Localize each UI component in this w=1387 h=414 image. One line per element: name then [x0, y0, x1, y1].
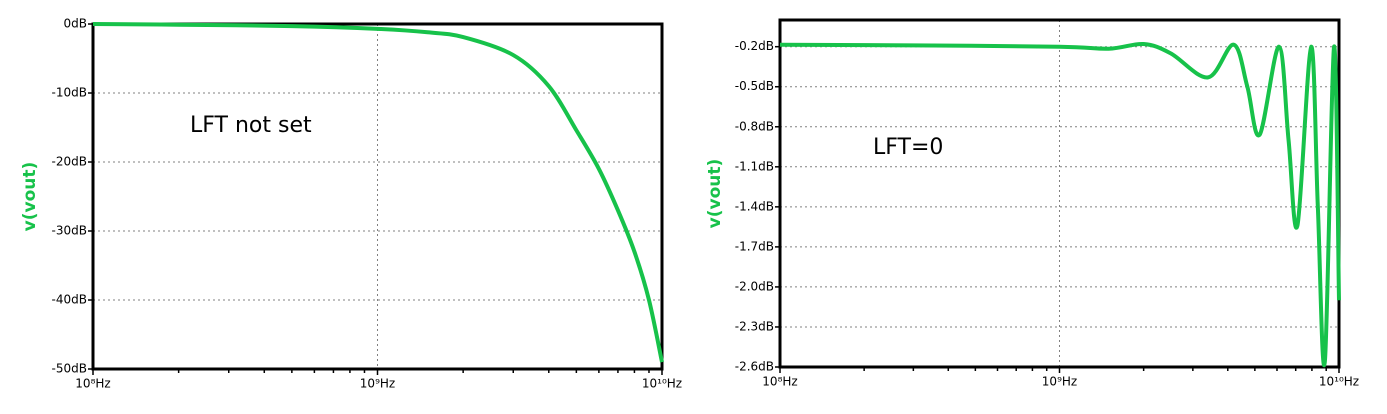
y-tick-label: -2.6dB: [735, 360, 774, 374]
y-axis-label: v(vout): [705, 159, 725, 229]
y-tick-label: -50dB: [52, 362, 87, 376]
y-tick-label: -2.0dB: [735, 279, 774, 293]
y-tick-label: -0.5dB: [735, 79, 774, 93]
annotation: LFT=0: [873, 135, 943, 160]
y-tick-label: -1.1dB: [735, 159, 774, 173]
y-tick-label: -30dB: [52, 224, 87, 238]
y-tick-label: -1.7dB: [735, 239, 774, 253]
y-tick-label: -1.4dB: [735, 199, 774, 213]
y-tick-label: 0dB: [64, 17, 87, 31]
y-tick-label: -40dB: [52, 293, 87, 307]
x-tick-label: 10⁸Hz: [75, 377, 110, 391]
plot-frame: [91, 22, 664, 371]
y-tick-label: -10dB: [52, 86, 87, 100]
y-tick-label: -20dB: [52, 155, 87, 169]
y-tick-label: -2.3dB: [735, 319, 774, 333]
annotation: LFT not set: [190, 113, 312, 138]
x-tick-label: 10¹⁰Hz: [1319, 375, 1359, 389]
x-tick-label: 10¹⁰Hz: [642, 377, 682, 391]
x-tick-label: 10⁹Hz: [360, 377, 395, 391]
y-tick-label: -0.8dB: [735, 119, 774, 133]
data-line: [92, 22, 664, 363]
data-line: [779, 41, 1341, 367]
x-tick-label: 10⁸Hz: [762, 375, 797, 389]
plot-frame: [778, 18, 1341, 369]
y-axis-label: v(vout): [20, 162, 40, 232]
y-tick-label: -0.2dB: [735, 39, 774, 53]
x-tick-label: 10⁹Hz: [1042, 375, 1077, 389]
